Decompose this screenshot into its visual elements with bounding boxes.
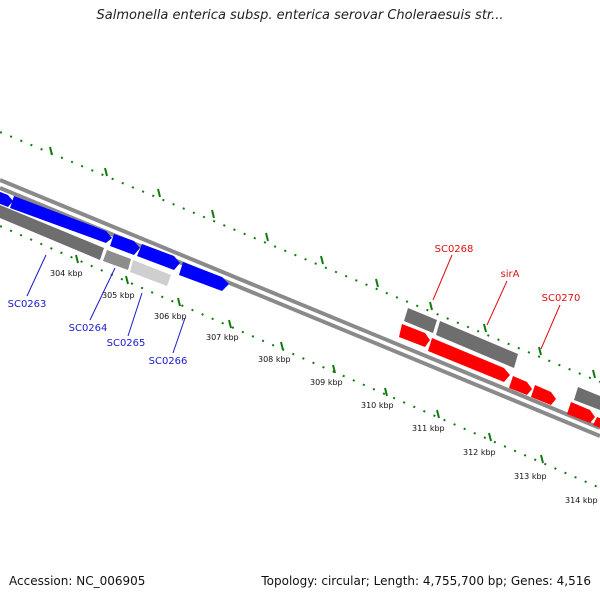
- ruler-label: 313 kbp: [514, 472, 547, 481]
- gene-block[interactable]: [103, 250, 131, 270]
- inner-major-ticks: [75, 254, 544, 464]
- grey-gene-blocks[interactable]: [0, 205, 171, 286]
- gene-block[interactable]: [404, 308, 437, 333]
- red-callouts: [432, 254, 561, 350]
- gene-block[interactable]: [428, 338, 510, 382]
- gene-block[interactable]: [509, 376, 532, 395]
- gene-label-sc0265[interactable]: SC0265: [107, 338, 146, 349]
- accession-text: Accession: NC_006905: [9, 574, 146, 588]
- gene-label-sc0266[interactable]: SC0266: [149, 356, 188, 367]
- gene-block[interactable]: [0, 188, 13, 207]
- ruler-label: 306 kbp: [154, 312, 187, 321]
- gene-label-sira[interactable]: sirA: [501, 269, 520, 280]
- gene-label-sc0270[interactable]: SC0270: [542, 293, 581, 304]
- gene-block[interactable]: [531, 385, 556, 405]
- genome-summary-text: Topology: circular; Length: 4,755,700 bp…: [261, 574, 591, 588]
- map-title: Salmonella enterica subsp. enterica sero…: [96, 8, 504, 23]
- gene-block[interactable]: [593, 417, 600, 432]
- red-gene-labels: SC0268 sirA SC0270: [435, 244, 581, 304]
- outer-major-ticks: [49, 146, 596, 379]
- backbone-outer: [0, 178, 600, 430]
- ruler-label: 311 kbp: [412, 424, 445, 433]
- gene-label-sc0264[interactable]: SC0264: [69, 323, 108, 334]
- ruler-label: 305 kbp: [102, 291, 135, 300]
- ruler-label: 307 kbp: [206, 333, 239, 342]
- ruler-label: 314 kbp: [565, 496, 598, 505]
- gene-block[interactable]: [110, 234, 140, 255]
- gene-block[interactable]: [0, 205, 104, 260]
- ruler-label: 312 kbp: [463, 448, 496, 457]
- gene-block[interactable]: [10, 196, 112, 243]
- blue-gene-labels: SC0263 SC0264 SC0265 SC0266: [8, 299, 188, 367]
- grey-gene-blocks-right[interactable]: [404, 308, 600, 410]
- gene-block[interactable]: [567, 402, 595, 423]
- ruler-labels: 304 kbp 305 kbp 306 kbp 307 kbp 308 kbp …: [50, 269, 598, 505]
- gene-block[interactable]: [130, 260, 171, 286]
- gene-block[interactable]: [574, 387, 600, 410]
- gene-block[interactable]: [399, 324, 430, 347]
- gene-block[interactable]: [179, 262, 229, 291]
- gene-block[interactable]: [137, 244, 180, 270]
- ruler-label: 309 kbp: [310, 378, 343, 387]
- red-gene-blocks[interactable]: [399, 324, 600, 432]
- ruler-label: 308 kbp: [258, 355, 291, 364]
- blue-gene-blocks[interactable]: [0, 188, 229, 291]
- blue-callouts: [26, 254, 186, 354]
- gene-label-sc0263[interactable]: SC0263: [8, 299, 47, 310]
- ruler-label: 310 kbp: [361, 401, 394, 410]
- gene-block[interactable]: [436, 321, 518, 368]
- outer-tick-track: [0, 131, 600, 383]
- gene-label-sc0268[interactable]: SC0268: [435, 244, 474, 255]
- ruler-label: 304 kbp: [50, 269, 83, 278]
